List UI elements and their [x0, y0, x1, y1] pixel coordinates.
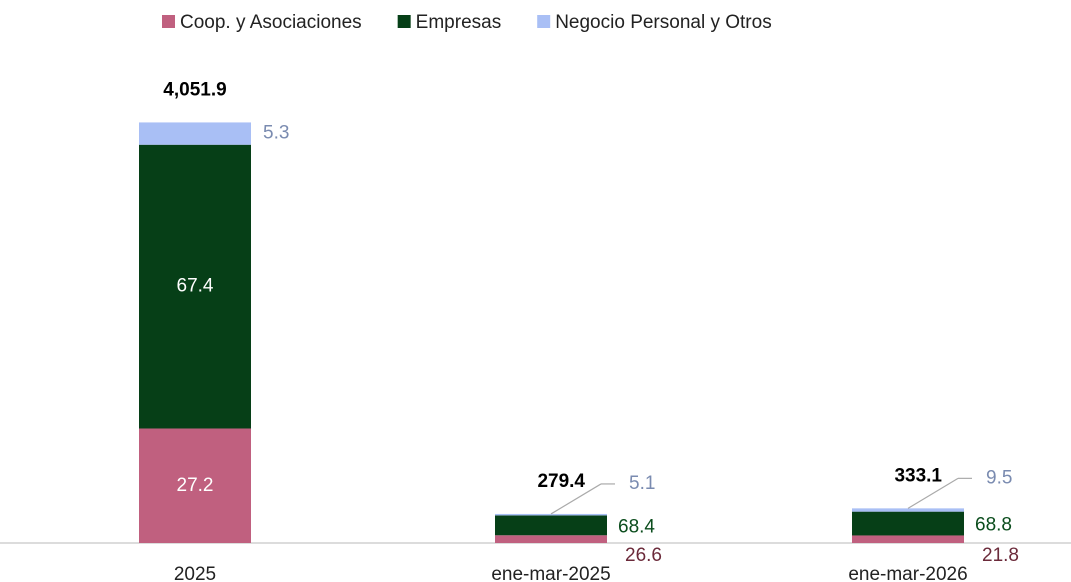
bar-segment — [495, 535, 607, 543]
value-label: 68.4 — [618, 516, 655, 537]
legend-label: Negocio Personal y Otros — [555, 12, 772, 33]
total-label: 4,051.9 — [163, 79, 226, 100]
bar-segment — [852, 511, 964, 536]
value-label: 67.4 — [177, 276, 214, 297]
bar-segment — [852, 508, 964, 512]
total-label: 333.1 — [894, 465, 942, 486]
value-label: 5.1 — [629, 473, 655, 494]
total-label: 279.4 — [537, 471, 585, 492]
bar-segment — [495, 513, 607, 516]
value-label: 26.6 — [625, 545, 662, 566]
legend-label: Empresas — [416, 12, 502, 33]
bar-segment — [139, 144, 251, 429]
value-label: 21.8 — [982, 545, 1019, 566]
x-tick-label: ene-mar-2026 — [848, 564, 967, 582]
legend-swatch — [162, 15, 175, 28]
bar-segment — [139, 122, 251, 145]
bar-segment — [139, 428, 251, 543]
bar-segment — [852, 535, 964, 543]
legend-swatch — [537, 15, 551, 28]
x-tick-label: 2025 — [174, 564, 216, 582]
leader-line — [907, 477, 959, 509]
bar-segment — [495, 515, 607, 536]
value-label: 27.2 — [177, 475, 214, 496]
legend-swatch — [397, 15, 411, 28]
leader-line — [550, 483, 602, 515]
legend-label: Coop. y Asociaciones — [180, 12, 362, 33]
value-label: 5.3 — [263, 123, 289, 144]
value-label: 68.8 — [975, 515, 1012, 536]
x-tick-label: ene-mar-2025 — [491, 564, 610, 582]
value-label: 9.5 — [986, 467, 1012, 488]
